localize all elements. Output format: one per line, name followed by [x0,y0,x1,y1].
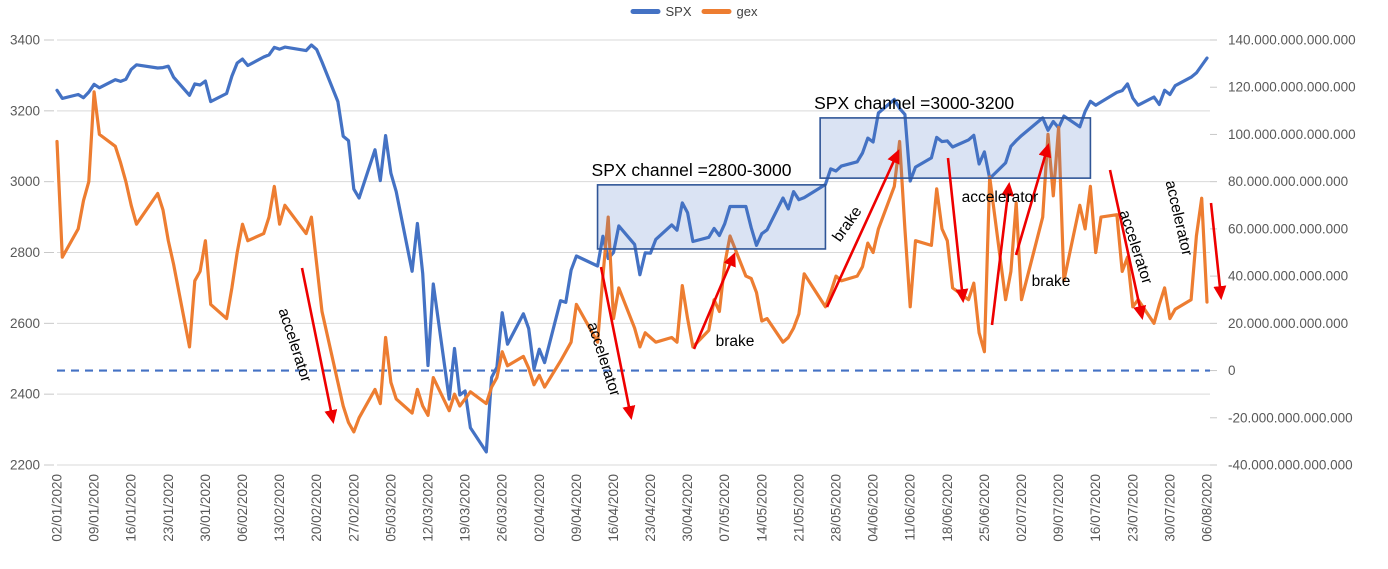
legend-item-spx[interactable]: SPX [630,3,692,20]
left-axis-tick-label[interactable]: 2800 [10,245,40,260]
right-axis-tick-label[interactable]: 120.000.000.000.000 [1228,80,1356,95]
x-axis-tick-label[interactable]: 23/01/2020 [161,474,176,542]
right-axis-tick-label[interactable]: -20.000.000.000.000 [1228,410,1353,425]
gex-line-swatch [701,9,732,14]
x-axis-tick-label[interactable]: 28/05/2020 [829,474,844,542]
gex-legend-label: gex [736,4,758,19]
left-axis-tick-label[interactable]: 2400 [10,387,40,402]
x-axis-tick-label[interactable]: 19/03/2020 [458,474,473,542]
accelerator-arrow[interactable] [1108,169,1147,321]
x-axis-tick-label[interactable]: 30/07/2020 [1162,474,1177,542]
brake-annotation-text[interactable]: brake [1032,273,1071,290]
spx-channel-label-1[interactable]: SPX channel =2800-3000 [592,160,792,180]
spx-channel-box-1[interactable] [596,184,827,250]
accelerator-annotation-text[interactable]: accelerator [584,320,624,398]
gridlines [44,39,1217,466]
spx-legend-label: SPX [665,4,692,19]
x-axis-tick-label[interactable]: 11/06/2020 [903,474,918,541]
x-axis-tick-label[interactable]: 07/05/2020 [717,474,732,542]
accelerator-arrow[interactable] [1209,202,1227,301]
right-axis-tick-label[interactable]: 20.000.000.000.000 [1228,316,1348,331]
left-axis-tick-label[interactable]: 3000 [10,174,40,189]
legend-item-gex[interactable]: gex [701,3,758,20]
x-axis-tick-label[interactable]: 20/02/2020 [309,474,324,542]
x-axis-tick-label[interactable]: 06/08/2020 [1200,474,1215,542]
x-axis-tick-label[interactable]: 13/02/2020 [272,474,287,542]
x-axis-tick-label[interactable]: 16/07/2020 [1088,474,1103,542]
left-axis-tick-label[interactable]: 2200 [10,458,40,473]
x-axis-tick-label[interactable]: 06/02/2020 [235,474,250,542]
x-axis-tick-label[interactable]: 30/04/2020 [680,474,695,542]
x-axis-tick-label[interactable]: 23/07/2020 [1125,474,1140,542]
brake-arrow[interactable] [990,181,1015,326]
x-axis-tick-label[interactable]: 09/07/2020 [1051,474,1066,542]
accelerator-arrow[interactable] [599,266,636,421]
x-axis-tick-label[interactable]: 02/07/2020 [1014,474,1029,542]
x-axis-tick-label[interactable]: 21/05/2020 [791,474,806,542]
x-axis-tick-label[interactable]: 02/01/2020 [50,474,65,542]
brake-arrow[interactable] [1014,143,1052,256]
brake-annotation-text[interactable]: brake [716,333,755,350]
x-axis-tick-label[interactable]: 16/01/2020 [124,474,139,542]
right-axis-tick-label[interactable]: 0 [1228,363,1236,378]
left-axis-tick-label[interactable]: 3400 [10,33,40,48]
spx-line-swatch [630,9,661,14]
right-axis-tick-label[interactable]: 40.000.000.000.000 [1228,269,1348,284]
x-axis-tick-label[interactable]: 26/03/2020 [495,474,510,542]
x-axis-tick-label[interactable]: 16/04/2020 [606,474,621,542]
accelerator-annotation-text[interactable]: accelerator [275,306,315,384]
x-axis-tick-label[interactable]: 27/02/2020 [346,474,361,542]
x-axis-tick-label[interactable]: 30/01/2020 [198,474,213,542]
accelerator-arrow[interactable] [300,267,338,425]
right-axis-tick-label[interactable]: -40.000.000.000.000 [1228,458,1353,473]
x-axis-tick-label[interactable]: 04/06/2020 [866,474,881,542]
right-axis-tick-label[interactable]: 100.000.000.000.000 [1228,127,1356,142]
spx-channel-label-2[interactable]: SPX channel =3000-3200 [814,93,1014,113]
chart-legend: SPX gex [630,3,758,20]
accelerator-annotation-text[interactable]: accelerator [1162,179,1196,258]
x-axis-tick-label[interactable]: 05/03/2020 [383,474,398,542]
brake-arrow[interactable] [825,149,900,308]
x-axis-tick-label[interactable]: 18/06/2020 [940,474,955,542]
brake-arrow[interactable] [692,252,736,350]
x-axis-tick-label[interactable]: 09/04/2020 [569,474,584,542]
brake-annotation-text[interactable]: brake [829,204,865,246]
x-axis-tick-label[interactable]: 09/01/2020 [87,474,102,542]
spx-channel-box-2[interactable] [819,117,1092,179]
spx-series-line[interactable] [55,43,1209,454]
x-axis-tick-label[interactable]: 12/03/2020 [420,474,435,542]
x-axis-tick-label[interactable]: 14/05/2020 [754,474,769,542]
right-axis-tick-label[interactable]: 140.000.000.000.000 [1228,33,1356,48]
gex-series-line[interactable] [55,90,1209,434]
left-axis-tick-label[interactable]: 3200 [10,103,40,118]
accelerator-annotation-text[interactable]: accelerator [1116,208,1156,286]
right-axis-tick-label[interactable]: 60.000.000.000.000 [1228,221,1348,236]
accelerator-arrow[interactable] [946,157,969,304]
x-axis-tick-label[interactable]: 25/06/2020 [977,474,992,542]
right-axis-tick-label[interactable]: 80.000.000.000.000 [1228,174,1348,189]
left-axis-tick-label[interactable]: 2600 [10,316,40,331]
accelerator-annotation-text[interactable]: accelerator [962,189,1039,206]
x-axis-tick-label[interactable]: 23/04/2020 [643,474,658,542]
x-axis-tick-label[interactable]: 02/04/2020 [532,474,547,542]
